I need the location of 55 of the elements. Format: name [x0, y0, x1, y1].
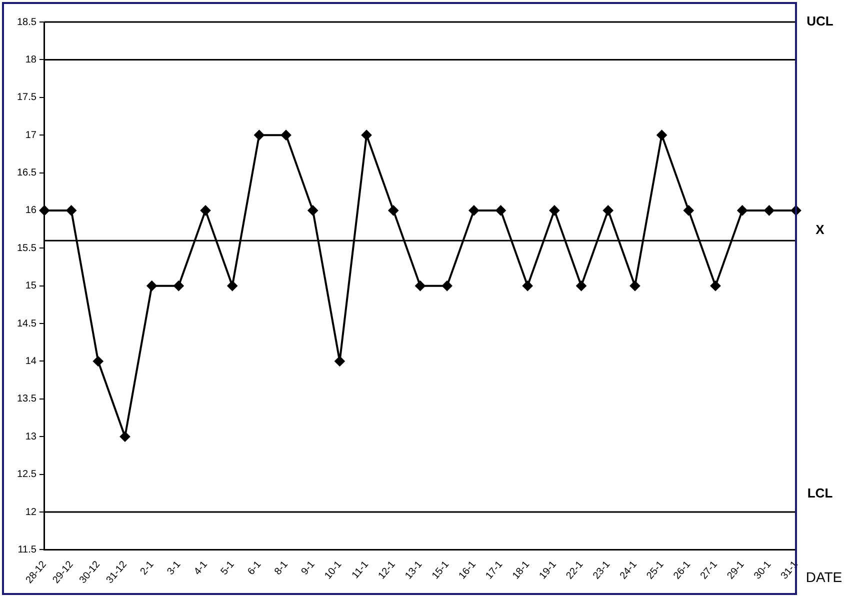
y-tick-label: 14.5 [16, 318, 37, 330]
point [39, 205, 50, 216]
y-tick-label: 12.5 [16, 469, 37, 480]
y-tick-label: 18.5 [16, 16, 37, 28]
point [120, 432, 130, 442]
x-tick-label: 3-1 [165, 558, 184, 578]
point [549, 205, 560, 216]
point [174, 280, 184, 291]
point [737, 205, 748, 216]
x-tick-label: 6-1 [246, 558, 264, 578]
y-tick-label: 17 [25, 130, 37, 141]
point [656, 130, 667, 140]
point [522, 280, 533, 291]
point [442, 280, 452, 291]
point [388, 205, 398, 216]
point [308, 205, 318, 216]
y-tick-label: 16 [25, 205, 37, 216]
x-tick-label: 8-1 [272, 558, 291, 578]
point [496, 205, 506, 216]
ref-line-label: UCL [806, 13, 834, 28]
y-tick-label: 15.5 [16, 242, 37, 254]
point [684, 205, 694, 216]
y-tick-label: 18 [25, 54, 37, 66]
y-tick-label: 16.5 [16, 168, 37, 179]
point [468, 205, 479, 216]
point [334, 356, 345, 366]
point [764, 205, 774, 216]
point [281, 130, 292, 140]
x-tick-label: 4-1 [192, 558, 210, 578]
point [576, 280, 586, 291]
point [146, 280, 157, 291]
point [630, 280, 640, 291]
point [227, 280, 238, 291]
point [66, 205, 76, 216]
point [200, 205, 211, 216]
ref-line-label: LCL [807, 486, 833, 501]
y-tick-label: 17.5 [16, 92, 37, 104]
point [710, 280, 720, 291]
y-tick-label: 15 [25, 280, 37, 292]
point [254, 130, 264, 140]
ref-line-label: X [816, 222, 825, 238]
point [93, 356, 104, 366]
point [603, 205, 614, 216]
x-tick-label: 5-1 [219, 558, 238, 578]
x-tick-label: 11-1 [350, 558, 372, 582]
y-tick-label: 12 [25, 506, 37, 518]
y-tick-label: 13 [25, 431, 37, 442]
y-tick-label: 11.5 [18, 544, 37, 556]
x-tick-label: 2-1 [138, 558, 157, 578]
x-axis-title: DATE [806, 568, 842, 585]
point [362, 130, 372, 140]
x-tick-label: 9-1 [300, 558, 318, 578]
y-tick-label: 13.5 [16, 394, 37, 405]
point [415, 280, 426, 291]
y-tick-label: 14 [25, 356, 37, 367]
